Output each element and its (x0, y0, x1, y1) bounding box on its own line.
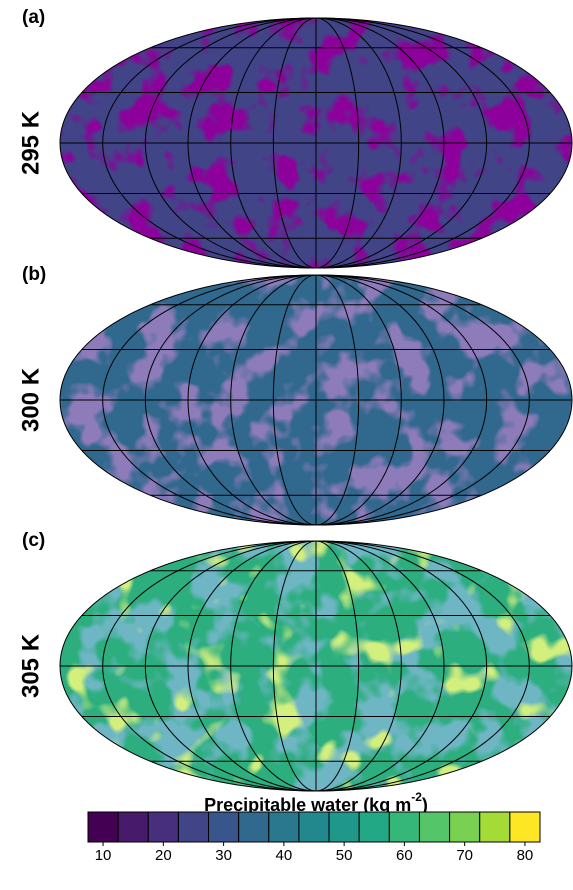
colorbar-box (299, 812, 329, 842)
colorbar-tick-label: 10 (95, 847, 112, 864)
title-exponent: -2 (411, 790, 422, 804)
colorbar-box (118, 812, 148, 842)
colorbar-box (389, 812, 419, 842)
colorbar-tick-label: 80 (517, 847, 534, 864)
colorbar-box (209, 812, 239, 842)
panel-label: (a) (22, 7, 45, 28)
colorbar-tick-label: 40 (276, 847, 293, 864)
colorbar-box (359, 812, 389, 842)
colorbar-tick-label: 50 (336, 847, 353, 864)
colorbar-box (239, 812, 269, 842)
map-panel: (a) 295 K (17, 7, 572, 268)
figure: (a) 295 K (b) 300 K (c) 305 K Precipitable wa… (0, 0, 573, 890)
colorbar-title: Precipitable water (kg m-2) (204, 790, 428, 815)
map-panel: (b) 300 K (17, 264, 572, 525)
colorbar-box (329, 812, 359, 842)
temperature-label: 300 K (17, 367, 44, 432)
temperature-label: 295 K (17, 110, 44, 175)
colorbar-box (148, 812, 178, 842)
map-panel: (c) 305 K (17, 530, 572, 791)
colorbar-box (88, 812, 118, 842)
colorbar-box (450, 812, 480, 842)
colorbar-box (178, 812, 208, 842)
colorbar-tick-label: 30 (215, 847, 232, 864)
colorbar: Precipitable water (kg m-2) 10 20 30 40 50 60… (88, 790, 540, 864)
colorbar-box (269, 812, 299, 842)
panel-label: (b) (22, 264, 46, 285)
colorbar-box (419, 812, 449, 842)
colorbar-tick-label: 70 (456, 847, 473, 864)
colorbar-box (510, 812, 540, 842)
maps: (a) 295 K (b) 300 K (c) 305 K (17, 7, 572, 791)
colorbar-box (480, 812, 510, 842)
panel-label: (c) (22, 530, 45, 551)
colorbar-tick-label: 60 (396, 847, 413, 864)
colorbar-tick-label: 20 (155, 847, 172, 864)
temperature-label: 305 K (17, 633, 44, 698)
